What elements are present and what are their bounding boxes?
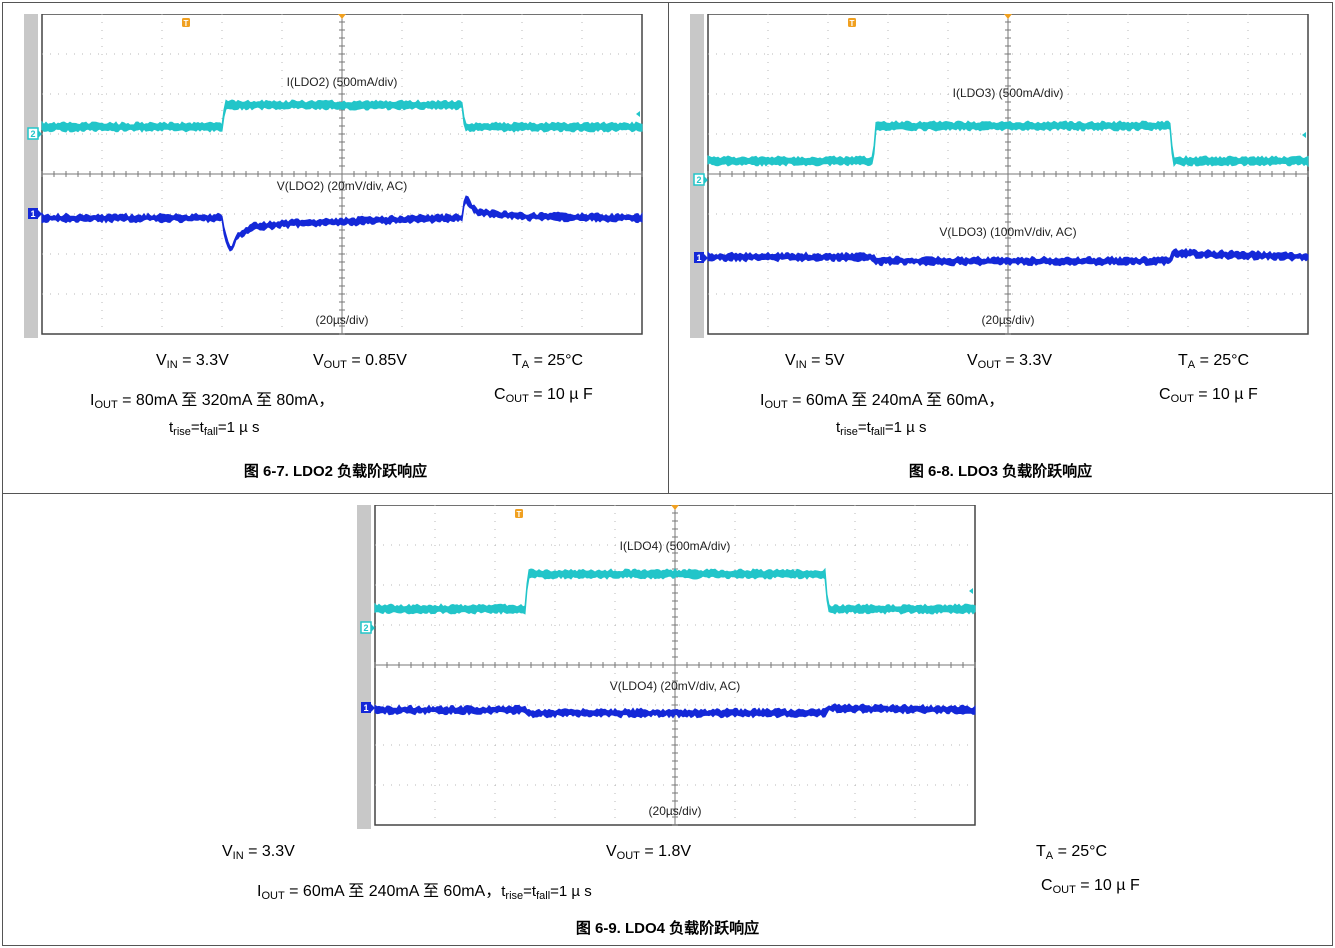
trigger-marker-label: T [850, 19, 855, 28]
current-trace-label: I(LDO3) (500mA/div) [953, 86, 1064, 100]
figure-6-9-frame [2, 493, 1333, 946]
timebase-label: (20µs/div) [982, 313, 1035, 327]
ch1-pointer-icon [704, 254, 708, 262]
current-trace [41, 99, 643, 133]
figure-caption: 图 6-9. LDO4 负载阶跃响应 [575, 920, 760, 937]
condition-ta: TA = 25°C [1036, 843, 1108, 862]
trigger-marker-label: T [517, 510, 522, 519]
trigger-marker-icon [848, 18, 856, 27]
condition-rise-fall: trise=tfall=1 µ s [169, 419, 260, 438]
scope-screen-ldo3: I(LDO3) (500mA/div) V(LDO3) (100mV/div, A… [690, 14, 1312, 338]
timebase-label: (20µs/div) [649, 804, 702, 818]
oscilloscope-plot-ldo2: I(LDO2) (500mA/div) V(LDO2) (20mV/div, AC… [24, 14, 643, 338]
oscilloscope-plot-ldo4: I(LDO4) (500mA/div) V(LDO4) (20mV/div, AC… [357, 505, 976, 829]
ch1-marker-label: 1 [696, 253, 701, 263]
voltage-trace-label: V(LDO3) (100mV/div, AC) [939, 225, 1076, 239]
condition-iout: IOUT = 80mA 至 320mA 至 80mA， [90, 392, 335, 411]
voltage-trace [374, 703, 976, 719]
ch1-marker-label: 1 [30, 209, 35, 219]
oscilloscope-plot-ldo3: I(LDO3) (500mA/div) V(LDO3) (100mV/div, A… [690, 14, 1309, 338]
voltage-trace [707, 247, 1309, 267]
ch2-offset-arrow-icon [636, 111, 640, 117]
trigger-marker-icon [515, 509, 523, 518]
trigger-marker-icon [182, 18, 190, 27]
timebase-label: (20µs/div) [316, 313, 369, 327]
condition-cout: COUT = 10 µ F [494, 386, 593, 405]
condition-ta: TA = 25°C [512, 352, 584, 371]
ch2-marker-label: 2 [363, 623, 368, 633]
current-trace-label: I(LDO4) (500mA/div) [620, 539, 731, 553]
condition-vin: VIN = 3.3V [156, 352, 229, 371]
scope-rail [357, 505, 371, 829]
ch2-pointer-icon [704, 176, 708, 184]
current-trace [707, 120, 1309, 168]
current-trace [374, 567, 976, 615]
condition-iout: IOUT = 60mA 至 240mA 至 60mA， [760, 392, 1005, 411]
condition-iout-rise-fall: IOUT = 60mA 至 240mA 至 60mA，trise=tfall=1… [257, 883, 592, 902]
voltage-trace-label: V(LDO2) (20mV/div, AC) [277, 179, 407, 193]
voltage-trace-label: V(LDO4) (20mV/div, AC) [610, 679, 740, 693]
condition-vout: VOUT = 3.3V [967, 352, 1053, 371]
figure-caption: 图 6-7. LDO2 负载阶跃响应 [243, 463, 428, 480]
trigger-marker-label: T [184, 19, 189, 28]
scope-screen-ldo4: I(LDO4) (500mA/div) V(LDO4) (20mV/div, AC… [357, 505, 979, 829]
figure-caption: 图 6-8. LDO3 负载阶跃响应 [908, 463, 1093, 480]
current-trace-label: I(LDO2) (500mA/div) [287, 75, 398, 89]
trigger-position-icon [1004, 14, 1012, 19]
condition-vout: VOUT = 0.85V [313, 352, 407, 371]
trigger-position-icon [338, 14, 346, 19]
ch1-marker-label: 1 [363, 703, 368, 713]
ch2-marker-label: 2 [30, 129, 35, 139]
scope-screen-ldo2: I(LDO2) (500mA/div) V(LDO2) (20mV/div, AC… [24, 14, 646, 338]
condition-ta: TA = 25°C [1178, 352, 1250, 371]
ch1-marker-icon [361, 702, 371, 713]
ch2-pointer-icon [38, 130, 42, 138]
axis-ticks [707, 14, 1309, 335]
ch2-marker-label: 2 [696, 175, 701, 185]
condition-vin: VIN = 5V [785, 352, 845, 371]
ch1-pointer-icon [371, 704, 375, 712]
condition-vout: VOUT = 1.8V [606, 843, 692, 862]
condition-vin: VIN = 3.3V [222, 843, 295, 862]
ch1-marker-icon [694, 252, 704, 263]
scope-rail [24, 14, 38, 338]
condition-cout: COUT = 10 µ F [1041, 877, 1140, 896]
axis-ticks [41, 14, 643, 335]
trigger-position-icon [671, 505, 679, 510]
ch1-pointer-icon [38, 210, 42, 218]
condition-cout: COUT = 10 µ F [1159, 386, 1258, 405]
voltage-trace [41, 195, 643, 252]
ch2-offset-arrow-icon [1302, 132, 1306, 138]
ch2-pointer-icon [371, 624, 375, 632]
ch2-offset-arrow-icon [969, 588, 973, 594]
condition-rise-fall: trise=tfall=1 µ s [836, 419, 927, 438]
axis-ticks [374, 505, 976, 826]
ch1-marker-icon [28, 208, 38, 219]
